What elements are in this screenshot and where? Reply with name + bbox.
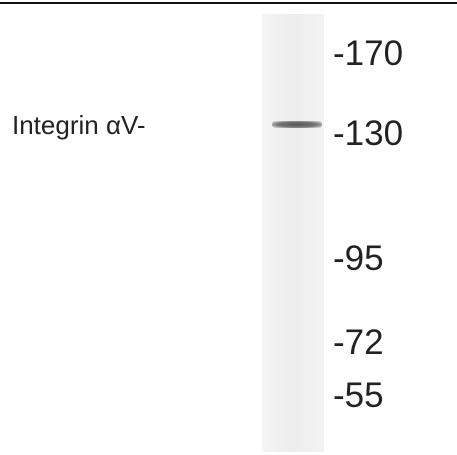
marker-label: -72 <box>333 325 384 360</box>
band <box>272 121 322 128</box>
top-border <box>0 2 457 4</box>
band-label: Integrin αV- <box>12 110 146 141</box>
marker-label: -95 <box>333 241 384 276</box>
marker-label: -55 <box>333 378 384 413</box>
lane <box>262 14 324 452</box>
marker-label: -130 <box>333 116 403 151</box>
western-blot: Integrin αV- -170 -130 -95 -72 -55 <box>0 0 457 455</box>
marker-label: -170 <box>333 36 403 71</box>
